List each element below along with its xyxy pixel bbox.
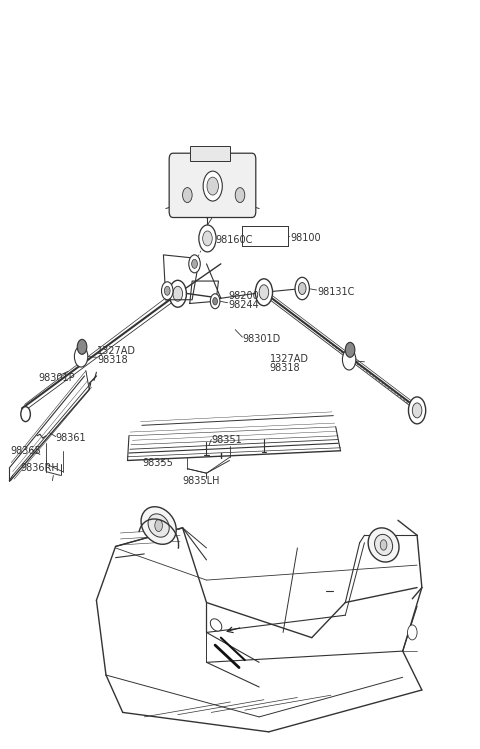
Circle shape (255, 279, 273, 306)
Circle shape (412, 403, 422, 418)
Circle shape (380, 540, 387, 551)
FancyBboxPatch shape (169, 154, 256, 217)
Text: 98244: 98244 (228, 300, 259, 310)
Circle shape (210, 294, 220, 309)
Circle shape (203, 231, 212, 246)
Ellipse shape (141, 507, 176, 545)
Circle shape (173, 286, 182, 301)
Circle shape (74, 346, 88, 367)
Circle shape (161, 282, 173, 300)
Text: 98301D: 98301D (242, 333, 281, 344)
Circle shape (169, 280, 186, 307)
Circle shape (408, 625, 417, 640)
Circle shape (295, 277, 310, 300)
Text: 98318: 98318 (270, 363, 300, 373)
Text: 98351: 98351 (211, 435, 242, 446)
Circle shape (207, 177, 218, 195)
Circle shape (203, 172, 222, 201)
Text: 98160C: 98160C (215, 235, 252, 245)
Circle shape (77, 339, 87, 354)
Circle shape (164, 286, 170, 295)
Circle shape (259, 285, 269, 300)
Ellipse shape (148, 514, 169, 537)
Ellipse shape (374, 534, 393, 556)
Circle shape (408, 397, 426, 424)
Text: 98301P: 98301P (38, 373, 75, 383)
Circle shape (342, 349, 356, 370)
Circle shape (235, 187, 245, 202)
Text: 9836RH: 9836RH (21, 463, 60, 473)
Text: 1327AD: 1327AD (97, 346, 136, 357)
Ellipse shape (210, 619, 222, 631)
Text: 98318: 98318 (97, 355, 128, 366)
Text: 98355: 98355 (142, 458, 173, 467)
Circle shape (192, 259, 197, 268)
Text: 98131C: 98131C (318, 288, 355, 297)
Circle shape (189, 255, 200, 273)
Text: 9835LH: 9835LH (182, 476, 219, 485)
Text: 98361: 98361 (56, 433, 86, 443)
Ellipse shape (368, 528, 399, 562)
Text: 98100: 98100 (290, 234, 321, 243)
Text: 98365: 98365 (10, 446, 41, 455)
Circle shape (21, 407, 30, 422)
Circle shape (299, 282, 306, 294)
Text: 1327AD: 1327AD (270, 354, 309, 364)
Bar (190, 147, 230, 162)
Text: 98200: 98200 (228, 291, 259, 301)
Circle shape (345, 342, 355, 357)
Circle shape (182, 187, 192, 202)
Circle shape (213, 297, 217, 305)
Circle shape (199, 225, 216, 252)
Circle shape (155, 520, 162, 532)
